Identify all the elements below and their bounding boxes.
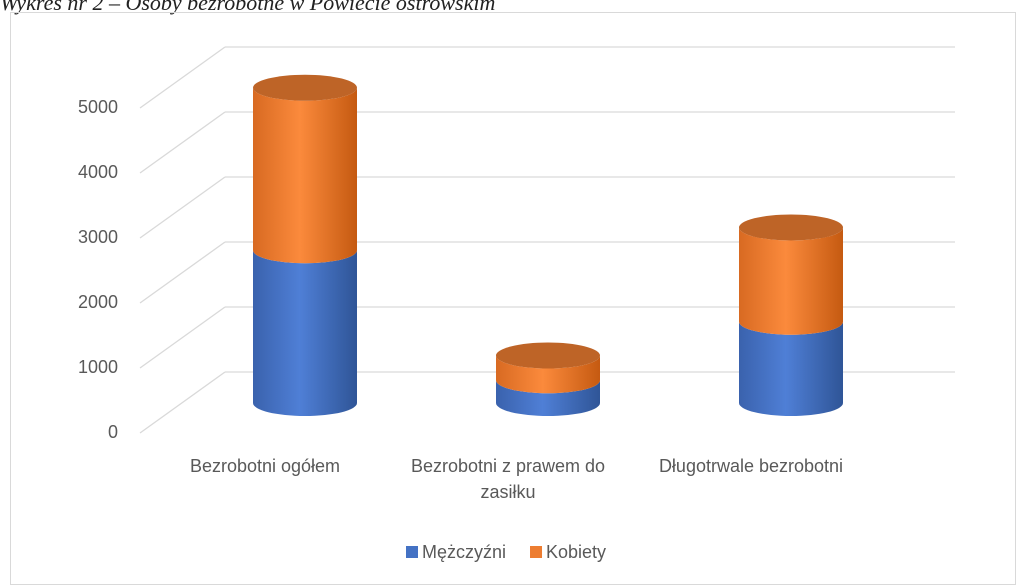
legend-label: Kobiety — [546, 542, 606, 562]
grid-line — [139, 241, 226, 304]
cylinder-segment — [496, 380, 600, 416]
cylinder-segment — [496, 355, 600, 394]
cylinder-segment — [253, 87, 357, 264]
y-tick-label: 2000 — [78, 292, 118, 312]
cylinder-top — [253, 74, 357, 101]
category-label: Bezrobotni z prawem do zasiłku — [410, 456, 606, 502]
grid-line — [139, 176, 226, 239]
category-label: Długotrwale bezrobotni — [658, 456, 844, 476]
cylinder-top — [496, 342, 600, 369]
y-tick-label: 3000 — [78, 227, 118, 247]
y-tick-label: 5000 — [78, 97, 118, 117]
grid-line — [139, 306, 226, 369]
legend-label: Mężczyźni — [422, 542, 506, 562]
grid-line — [139, 46, 226, 109]
cylinder-segment — [739, 227, 843, 335]
cylinder-segment — [739, 321, 843, 416]
legend-swatch — [530, 546, 543, 558]
cylinder-top — [739, 214, 843, 241]
category-label: Bezrobotni ogółem — [189, 456, 341, 476]
chart-frame — [10, 12, 1016, 585]
grid-line — [139, 371, 226, 434]
y-tick-label: 0 — [108, 422, 118, 442]
cylinder-segment — [253, 250, 357, 416]
y-tick-label: 1000 — [78, 357, 118, 377]
chart-title: Wykres nr 2 – Osoby bezrobotne w Powieci… — [0, 0, 496, 15]
grid-line — [139, 111, 226, 174]
legend-swatch — [406, 546, 418, 558]
y-tick-label: 4000 — [78, 162, 118, 182]
